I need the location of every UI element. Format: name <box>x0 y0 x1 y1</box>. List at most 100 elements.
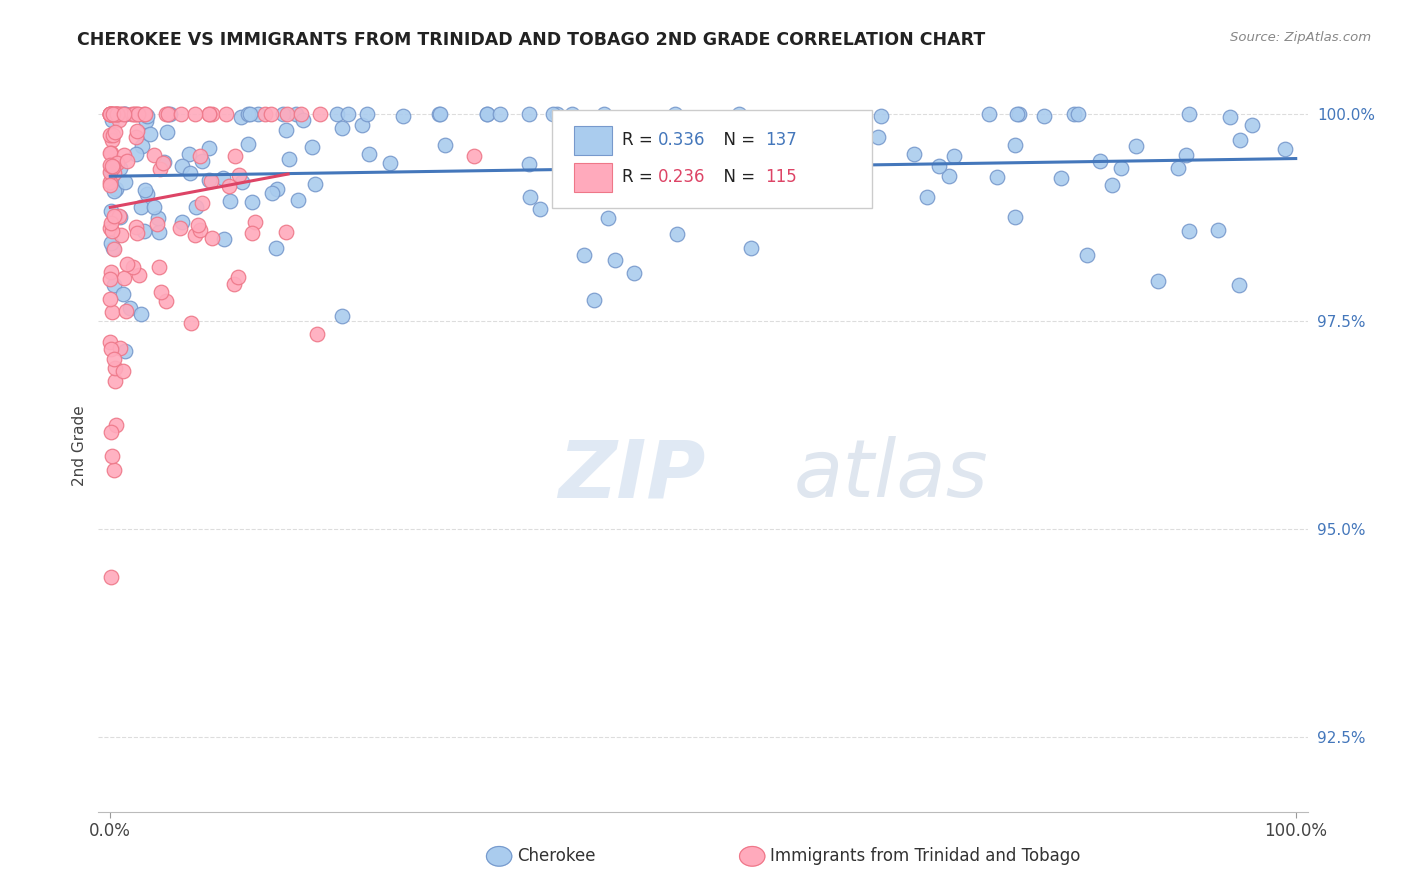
Point <box>290 106 312 120</box>
Point <box>229 111 252 125</box>
Point <box>231 175 253 189</box>
Point <box>100 106 122 120</box>
Point <box>641 160 664 174</box>
Point <box>276 106 298 120</box>
Point <box>1050 171 1073 186</box>
Text: Immigrants from Trinidad and Tobago: Immigrants from Trinidad and Tobago <box>770 847 1081 865</box>
Point <box>475 106 498 120</box>
Point <box>100 106 122 120</box>
Point <box>105 106 128 120</box>
Point <box>866 130 889 145</box>
Point <box>105 417 128 432</box>
Point <box>1240 118 1263 132</box>
Point <box>200 174 222 188</box>
Point <box>108 113 131 128</box>
Point <box>378 156 401 170</box>
Point <box>101 305 124 319</box>
Point <box>125 124 148 138</box>
Point <box>1004 210 1026 224</box>
Point <box>143 147 166 161</box>
Point <box>108 209 131 223</box>
Text: 0.236: 0.236 <box>658 169 706 186</box>
Point <box>977 106 1000 120</box>
Point <box>103 128 125 143</box>
Point <box>104 106 127 120</box>
Point <box>529 202 551 216</box>
FancyBboxPatch shape <box>574 126 613 155</box>
Point <box>1004 137 1026 152</box>
Point <box>131 200 153 214</box>
Point <box>121 106 143 120</box>
Point <box>284 106 307 120</box>
Point <box>184 200 207 214</box>
Point <box>240 227 263 241</box>
Point <box>103 185 125 199</box>
Point <box>218 194 240 209</box>
Point <box>664 106 686 120</box>
Point <box>943 149 966 163</box>
Point <box>103 242 125 256</box>
Point <box>274 123 297 137</box>
Point <box>600 119 623 133</box>
Point <box>239 106 262 120</box>
Point <box>179 166 201 180</box>
Point <box>330 309 353 323</box>
Point <box>156 106 179 120</box>
Point <box>260 106 283 120</box>
Point <box>100 106 122 120</box>
Point <box>623 266 645 280</box>
Point <box>583 293 606 307</box>
Point <box>488 106 510 120</box>
Point <box>574 248 596 262</box>
Point <box>277 152 299 166</box>
Point <box>184 106 207 120</box>
Point <box>134 106 156 120</box>
Point <box>197 141 219 155</box>
FancyBboxPatch shape <box>551 110 872 209</box>
Point <box>264 241 287 255</box>
Point <box>100 178 122 192</box>
Point <box>101 241 124 255</box>
Point <box>115 303 138 318</box>
Point <box>301 140 323 154</box>
Point <box>100 272 122 286</box>
Point <box>155 294 177 309</box>
Point <box>105 156 128 170</box>
Point <box>187 218 209 232</box>
Point <box>103 209 125 223</box>
Point <box>463 149 485 163</box>
Point <box>703 138 725 153</box>
Point <box>1178 224 1201 238</box>
Point <box>105 106 128 120</box>
Point <box>236 106 259 120</box>
Point <box>101 449 124 463</box>
Point <box>152 156 174 170</box>
Point <box>100 145 122 160</box>
Point <box>307 327 329 342</box>
Point <box>645 161 668 176</box>
Point <box>170 215 193 229</box>
Point <box>740 241 762 255</box>
Point <box>986 170 1008 185</box>
Point <box>184 228 207 243</box>
Point <box>114 106 136 120</box>
Text: atlas: atlas <box>793 436 988 515</box>
Point <box>1125 139 1147 153</box>
Point <box>100 216 122 230</box>
Point <box>240 194 263 209</box>
Point <box>356 106 378 120</box>
Point <box>100 425 122 440</box>
Point <box>1178 106 1201 120</box>
Point <box>111 364 134 378</box>
Point <box>105 106 128 120</box>
Point <box>155 106 177 120</box>
Point <box>1146 274 1168 288</box>
Point <box>197 106 219 120</box>
Point <box>236 137 259 152</box>
Point <box>131 307 153 321</box>
Point <box>100 106 122 120</box>
Point <box>475 106 498 120</box>
Point <box>626 136 648 150</box>
Text: Cherokee: Cherokee <box>517 847 596 865</box>
Point <box>1219 110 1241 124</box>
